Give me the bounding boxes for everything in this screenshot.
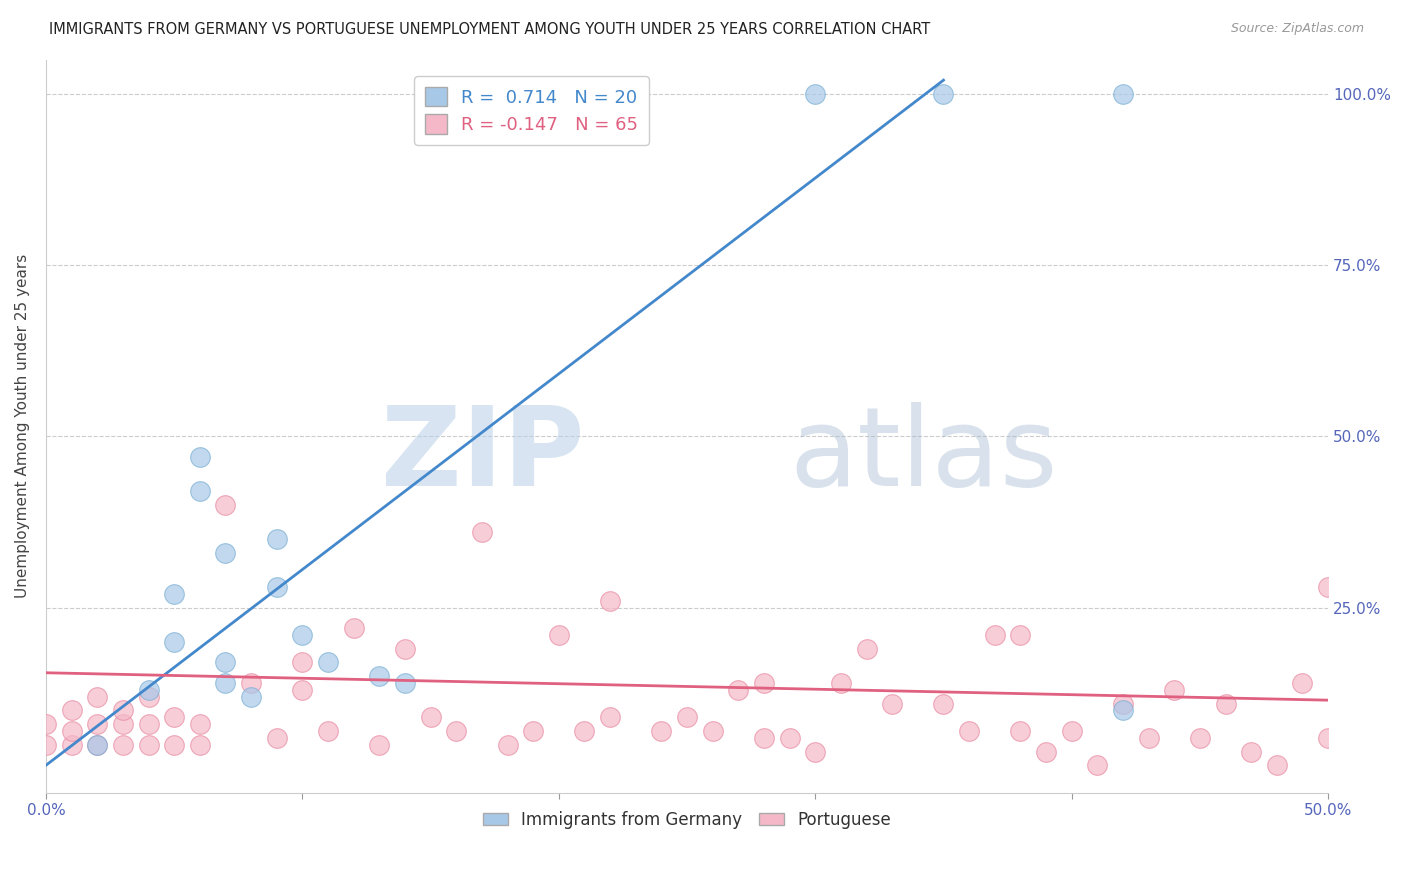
Point [574,724,596,739]
Point [932,697,955,711]
Point [1215,697,1237,711]
Point [1112,703,1135,717]
Point [1112,697,1135,711]
Point [1188,731,1211,745]
Point [1137,731,1160,745]
Point [316,724,339,739]
Point [702,724,724,739]
Point [650,724,672,739]
Point [214,498,236,512]
Point [266,532,288,546]
Point [779,731,801,745]
Point [1060,724,1083,739]
Point [496,738,519,752]
Point [1240,745,1263,759]
Point [957,724,980,739]
Point [188,450,211,464]
Point [599,710,621,724]
Point [291,682,314,697]
Point [111,738,134,752]
Point [188,738,211,752]
Point [163,710,186,724]
Point [35,717,58,731]
Text: IMMIGRANTS FROM GERMANY VS PORTUGUESE UNEMPLOYMENT AMONG YOUTH UNDER 25 YEARS CO: IMMIGRANTS FROM GERMANY VS PORTUGUESE UN… [49,22,931,37]
Point [111,703,134,717]
Point [1010,628,1032,642]
Point [163,635,186,649]
Point [676,710,699,724]
Point [1265,758,1288,772]
Point [86,738,108,752]
Point [804,87,827,101]
Point [291,628,314,642]
Point [163,738,186,752]
Point [266,580,288,594]
Point [882,697,904,711]
Point [111,717,134,731]
Point [291,656,314,670]
Point [1317,731,1340,745]
Point [984,628,1007,642]
Text: ZIP: ZIP [381,402,585,509]
Point [35,738,58,752]
Point [60,703,83,717]
Point [60,738,83,752]
Point [138,738,160,752]
Point [188,484,211,499]
Point [1085,758,1108,772]
Point [804,745,827,759]
Point [214,546,236,560]
Point [855,641,877,656]
Point [86,690,108,704]
Point [214,656,236,670]
Point [547,628,569,642]
Point [240,676,263,690]
Point [138,717,160,731]
Point [1112,87,1135,101]
Point [1035,745,1057,759]
Point [419,710,441,724]
Point [343,621,366,635]
Point [240,690,263,704]
Legend: Immigrants from Germany, Portuguese: Immigrants from Germany, Portuguese [477,805,898,836]
Point [214,676,236,690]
Point [86,717,108,731]
Point [368,669,391,683]
Point [446,724,468,739]
Point [86,738,108,752]
Point [599,594,621,608]
Point [60,724,83,739]
Point [932,87,955,101]
Point [394,676,416,690]
Point [163,587,186,601]
Point [1010,724,1032,739]
Point [188,717,211,731]
Point [138,690,160,704]
Point [471,525,494,540]
Point [316,656,339,670]
Point [522,724,544,739]
Point [1163,682,1185,697]
Point [1291,676,1313,690]
Point [368,738,391,752]
Point [752,676,775,690]
Point [727,682,749,697]
Point [752,731,775,745]
Text: atlas: atlas [790,402,1059,509]
Point [138,682,160,697]
Point [830,676,852,690]
Point [1317,580,1340,594]
Point [266,731,288,745]
Text: Source: ZipAtlas.com: Source: ZipAtlas.com [1230,22,1364,36]
Y-axis label: Unemployment Among Youth under 25 years: Unemployment Among Youth under 25 years [15,254,30,599]
Point [394,641,416,656]
